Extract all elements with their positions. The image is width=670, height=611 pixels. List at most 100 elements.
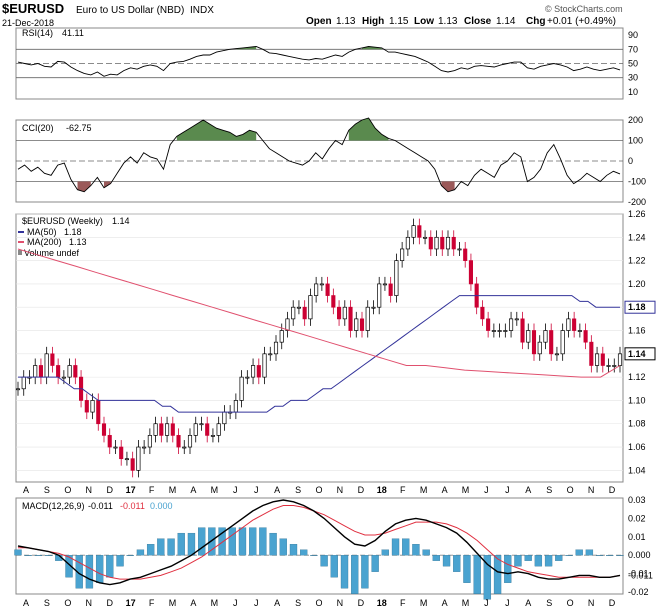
macd-histogram-bar — [453, 555, 461, 572]
open-value: 1.13 — [336, 16, 356, 27]
month-tick-label: M — [169, 485, 177, 495]
macd-histogram-bar — [106, 555, 114, 578]
cci-negative-fill — [441, 181, 455, 192]
month-tick-label: F — [400, 485, 406, 495]
volume-legend-name: Volume undef — [24, 248, 80, 258]
close-value: 1.14 — [496, 16, 516, 27]
month-tick-label: J — [233, 485, 238, 495]
candle-body — [33, 365, 38, 378]
candle-body — [136, 446, 141, 471]
macd-histogram-bar — [616, 555, 624, 556]
candle-body — [589, 341, 594, 366]
price-tick-label: 1.20 — [628, 279, 646, 289]
cci-tick-label: -200 — [628, 197, 646, 207]
price-tick-label: 1.12 — [628, 372, 646, 382]
macd-histogram-bar — [504, 555, 512, 583]
price-tick-label: 1.06 — [628, 442, 646, 452]
candle-body — [15, 388, 21, 391]
month-tick-label: J — [505, 598, 510, 608]
candle-body — [124, 458, 129, 461]
rsi-label: RSI(14) — [22, 28, 53, 38]
candle-body — [38, 365, 43, 378]
month-tick-label: O — [64, 485, 71, 495]
month-tick-label: D — [106, 598, 113, 608]
macd-histogram-bar — [279, 538, 287, 556]
candle-body — [486, 318, 491, 331]
price-tick-label: 1.04 — [628, 465, 646, 475]
month-tick-label: D — [106, 485, 113, 495]
macd-histogram-bar — [218, 527, 226, 556]
macd-histogram-bar — [238, 527, 247, 556]
macd-histogram-bar — [269, 532, 277, 556]
candle-body — [279, 330, 284, 343]
candle-body — [365, 306, 370, 331]
price-tick-label: 1.16 — [628, 326, 646, 336]
low-value: 1.13 — [438, 16, 458, 27]
macd-histogram-bar — [575, 549, 583, 556]
macd-histogram-bar — [371, 555, 379, 572]
macd-legend: MACD(12,26,9) -0.011 -0.011 0.000 — [22, 501, 173, 511]
month-tick-label: S — [44, 485, 50, 495]
candle-body — [308, 295, 313, 320]
month-tick-label: N — [588, 598, 595, 608]
macd-tick-label: -0.01 — [628, 569, 649, 579]
candle-body — [445, 236, 451, 250]
macd-histogram-bar — [402, 538, 410, 556]
month-tick-label: 18 — [377, 598, 387, 608]
candle-body — [176, 435, 181, 448]
open-label: Open — [306, 16, 332, 27]
month-tick-label: N — [337, 485, 344, 495]
month-tick-label: A — [442, 598, 448, 608]
macd-histogram-bar — [330, 555, 338, 578]
candle-body — [44, 353, 49, 378]
macd-histogram-bar — [24, 555, 32, 556]
macd-line — [17, 499, 621, 586]
candle-body — [606, 365, 611, 367]
macd-histogram-bar — [85, 555, 94, 589]
candle-body — [159, 423, 164, 436]
month-tick-label: A — [442, 485, 448, 495]
macd-histogram-bar — [197, 527, 206, 556]
macd-histogram-bar — [432, 555, 441, 561]
month-tick-label: F — [400, 598, 406, 608]
candle-body — [428, 236, 433, 250]
candle-body — [348, 306, 353, 331]
macd-histogram-bar — [167, 538, 175, 556]
candle-body — [273, 341, 279, 355]
candle-body — [199, 423, 204, 426]
candle-body — [84, 400, 89, 413]
cci-positive-fill — [176, 120, 257, 141]
candle-body — [153, 423, 158, 436]
macd-histogram-bar — [157, 538, 165, 556]
candle-body — [268, 353, 273, 356]
price-last-value: 1.14 — [112, 216, 130, 226]
symbol-description: Euro to US Dollar (NBD) — [76, 5, 184, 16]
ma50-legend-value: 1.18 — [64, 227, 82, 237]
month-tick-label: A — [190, 598, 196, 608]
month-tick-label: D — [609, 485, 616, 495]
macd-histogram-bar — [493, 555, 502, 594]
candle-body — [245, 376, 250, 379]
price-last-value-box — [624, 347, 656, 361]
month-tick-label: S — [295, 598, 301, 608]
candle-body — [531, 330, 537, 355]
macd-histogram-bar — [34, 555, 43, 556]
macd-histogram-bar — [361, 555, 369, 589]
ma50-legend-name: MA(50) — [27, 227, 57, 237]
rsi-tick-label: 90 — [628, 30, 638, 40]
macd-histogram-bar — [555, 555, 563, 561]
month-tick-label: N — [337, 598, 344, 608]
macd-histogram-bar — [340, 555, 349, 589]
candle-body — [509, 318, 514, 331]
chart-date: 21-Dec-2018 — [2, 18, 54, 28]
candle-body — [549, 330, 554, 355]
high-label: High — [362, 16, 384, 27]
month-tick-label: S — [546, 598, 552, 608]
candle-body — [468, 260, 473, 285]
rsi-tick-label: 30 — [628, 73, 638, 83]
price-last-value-text: 1.14 — [628, 349, 646, 359]
candle-body — [216, 423, 221, 436]
candle-body — [411, 225, 416, 238]
macd-histogram-bar — [381, 549, 389, 556]
candle-body — [514, 318, 519, 321]
